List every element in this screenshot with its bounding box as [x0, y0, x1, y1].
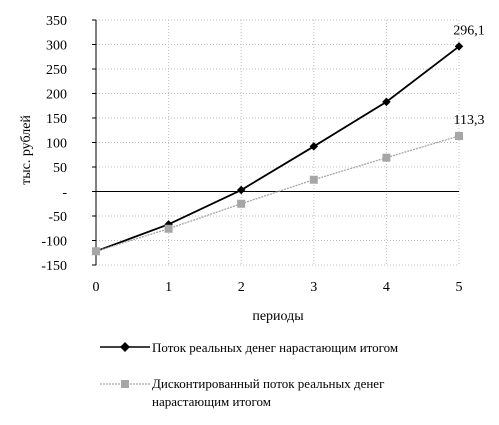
y-tick-label: -50: [48, 210, 67, 225]
x-tick-label: 3: [310, 280, 317, 295]
legend-item-series-2: Дисконтированный поток реальных денег на…: [100, 376, 388, 409]
series-2-point: [382, 153, 391, 162]
axes: [92, 19, 459, 266]
y-tick-label: 50: [53, 161, 67, 176]
y-tick-label: 150: [46, 112, 67, 127]
series-1-point: [309, 142, 319, 151]
series-2-point: [309, 175, 318, 184]
y-tick-label: 100: [46, 137, 67, 152]
y-tick-label: -: [62, 186, 67, 201]
x-tick-labels: 0 1 2 3 4 5: [93, 280, 463, 295]
series-2-point: [164, 224, 173, 233]
legend-item-series-1: Поток реальных денег нарастающим итогом: [100, 340, 398, 355]
legend: Поток реальных денег нарастающим итогом …: [100, 340, 398, 409]
series-1-point: [382, 97, 391, 107]
y-tick-label: 300: [46, 39, 67, 54]
x-tick-label: 0: [93, 280, 100, 295]
legend-marker-series-1: [120, 342, 130, 352]
grid: [96, 19, 460, 266]
y-tick-label: 250: [46, 63, 67, 78]
y-tick-label: -150: [41, 259, 67, 274]
series: [91, 42, 464, 256]
y-tick-label: 200: [46, 88, 67, 103]
x-tick-label: 2: [238, 280, 245, 295]
y-tick-label: 350: [46, 14, 67, 29]
series-line-2: [95, 135, 460, 252]
end-label-series-1: 296,1: [453, 23, 485, 38]
x-tick-label: 1: [165, 280, 172, 295]
legend-marker-series-2: [121, 380, 129, 388]
series-line-1: [95, 45, 460, 253]
x-tick-label: 4: [383, 280, 390, 295]
series-2-point: [92, 247, 100, 256]
series-2-point: [237, 199, 246, 208]
legend-label-series-1: Поток реальных денег нарастающим итогом: [152, 340, 398, 355]
y-tick-label: -100: [41, 235, 67, 250]
data-labels: 296,1 113,3: [453, 23, 485, 128]
x-axis-title: периоды: [252, 309, 304, 324]
x-tick-label: 5: [456, 280, 463, 295]
end-label-series-2: 113,3: [454, 113, 485, 128]
series-1-point: [236, 185, 246, 195]
series-2-point: [455, 131, 463, 140]
y-axis-title: тыс. рублей: [19, 115, 34, 185]
series-1-point: [454, 42, 464, 51]
legend-label-series-2: Дисконтированный поток реальных денег на…: [152, 376, 388, 409]
